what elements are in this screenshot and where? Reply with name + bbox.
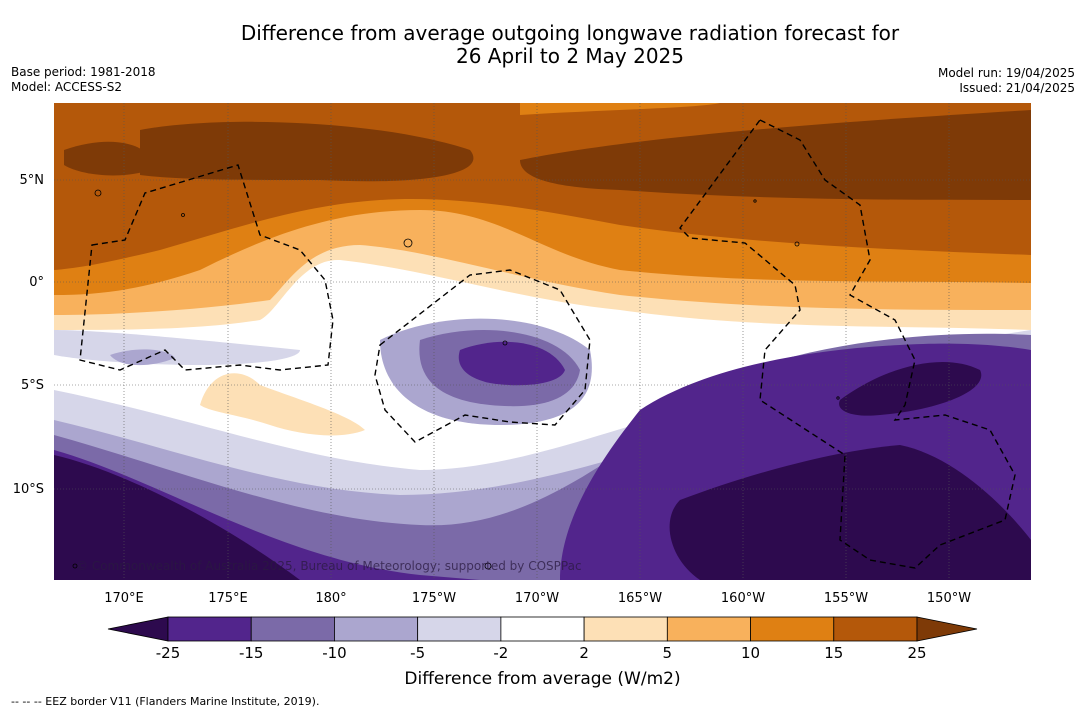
map-area: © Commonwealth of Australia 2025, Bureau… bbox=[54, 103, 1031, 580]
base-period: Base period: 1981-2018 bbox=[11, 65, 156, 79]
lon-label: 155°W bbox=[824, 591, 868, 606]
lon-label: 175°W bbox=[412, 591, 456, 606]
colorbar-segment bbox=[750, 616, 835, 642]
graticule bbox=[54, 103, 1031, 580]
chart-title: Difference from average outgoing longwav… bbox=[0, 22, 1085, 68]
colorbar-segment bbox=[583, 616, 668, 642]
eez-legend-note: -- -- -- EEZ border V11 (Flanders Marine… bbox=[11, 695, 320, 708]
islands bbox=[72, 189, 840, 570]
island-outline bbox=[94, 189, 102, 197]
meta-left: Base period: 1981-2018 Model: ACCESS-S2 bbox=[11, 65, 156, 95]
eez-border-line bbox=[79, 164, 334, 371]
eez-border-line bbox=[374, 269, 591, 443]
colorbar-tick-label: -2 bbox=[493, 644, 508, 662]
island-outline bbox=[403, 238, 413, 248]
colorbar-segment bbox=[500, 616, 585, 642]
colorbar-tick-label: -10 bbox=[322, 644, 347, 662]
lat-label: 10°S bbox=[13, 482, 44, 497]
colorbar-tick-label: -15 bbox=[239, 644, 264, 662]
colorbar-tick-label: 15 bbox=[824, 644, 843, 662]
contour-band bbox=[669, 445, 1031, 580]
contour-band bbox=[520, 110, 1031, 200]
lon-label: 180° bbox=[315, 591, 346, 606]
title-line-2: 26 April to 2 May 2025 bbox=[456, 44, 684, 68]
colorbar-segment bbox=[167, 616, 252, 642]
island-outline bbox=[181, 213, 185, 217]
lon-label: 175°E bbox=[208, 591, 248, 606]
colorbar-segment bbox=[417, 616, 502, 642]
contour-band bbox=[458, 341, 565, 386]
contour-band bbox=[520, 103, 720, 115]
lon-labels: 170°E 175°E 180° 175°W 170°W 165°W 160°W… bbox=[104, 591, 971, 606]
lat-labels: 5°N 0° 5°S 10°S bbox=[13, 173, 44, 497]
lat-label: 5°N bbox=[20, 173, 45, 188]
colorbar-tick-label: -25 bbox=[156, 644, 181, 662]
island-outline bbox=[753, 199, 757, 203]
colorbar-extend-max bbox=[916, 616, 978, 642]
colorbar-segment bbox=[666, 616, 751, 642]
island-outline bbox=[836, 396, 840, 400]
contour-band bbox=[140, 121, 474, 182]
colorbar-segment bbox=[250, 616, 335, 642]
colorbar-tick-label: 25 bbox=[907, 644, 926, 662]
colorbar-extend-min bbox=[107, 616, 169, 642]
lon-label: 170°E bbox=[104, 591, 144, 606]
colorbar-segment bbox=[334, 616, 419, 642]
eez-border-line bbox=[679, 119, 1016, 569]
model-name: Model: ACCESS-S2 bbox=[11, 80, 123, 94]
colorbar-tick-label: 2 bbox=[579, 644, 589, 662]
contour-band bbox=[839, 361, 982, 416]
colorbar: -25 -15 -10 -5 -2 2 5 10 15 25 bbox=[107, 616, 978, 662]
colorbar-tick-label: -5 bbox=[410, 644, 425, 662]
lat-label: 0° bbox=[29, 275, 44, 290]
colorbar-segment bbox=[833, 616, 918, 642]
contour-band bbox=[64, 141, 152, 176]
copyright-text: © Commonwealth of Australia 2025, Bureau… bbox=[76, 559, 582, 573]
island-outline bbox=[72, 563, 78, 569]
lat-label: 5°S bbox=[21, 378, 44, 393]
island-outline bbox=[484, 562, 492, 570]
contour-band bbox=[200, 373, 365, 436]
model-run: Model run: 19/04/2025 bbox=[937, 66, 1075, 80]
colorbar-label: Difference from average (W/m2) bbox=[404, 669, 681, 689]
eez-borders bbox=[79, 119, 1016, 569]
lon-label: 170°W bbox=[515, 591, 559, 606]
island-outline bbox=[794, 241, 800, 247]
island-outline bbox=[502, 340, 508, 346]
colorbar-tick-label: 5 bbox=[663, 644, 673, 662]
title-line-1: Difference from average outgoing longwav… bbox=[240, 21, 900, 45]
lon-label: 160°W bbox=[721, 591, 765, 606]
issued-date: Issued: 21/04/2025 bbox=[959, 81, 1075, 95]
lon-label: 165°W bbox=[618, 591, 662, 606]
colorbar-tick-label: 10 bbox=[741, 644, 760, 662]
contour-band bbox=[54, 455, 300, 580]
meta-right: Model run: 19/04/2025 Issued: 21/04/2025 bbox=[938, 66, 1075, 96]
lon-label: 150°W bbox=[927, 591, 971, 606]
